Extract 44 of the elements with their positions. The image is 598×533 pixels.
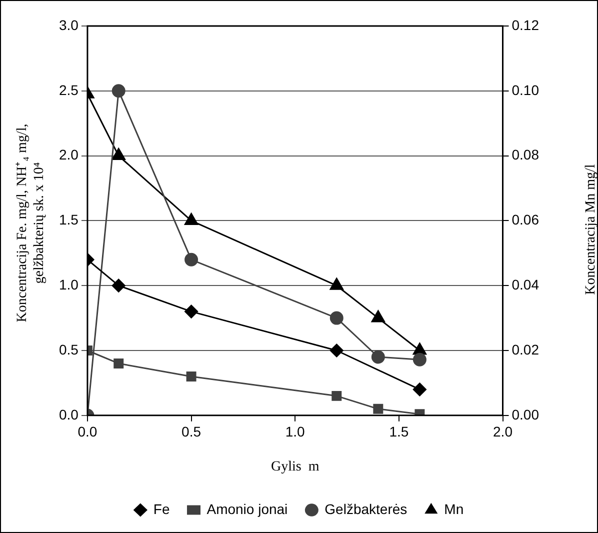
point: [412, 382, 426, 396]
legend-label: Gelžbakterės: [324, 500, 408, 517]
point: [184, 212, 198, 225]
point: [330, 344, 344, 358]
point: [412, 352, 426, 366]
point: [330, 278, 344, 290]
x-tick-label: 1.0: [285, 424, 306, 440]
point: [112, 278, 126, 292]
y-tick-label: 3.0: [58, 16, 79, 33]
y-tick-label: 1.5: [58, 212, 79, 228]
y2-tick-label: 0.08: [512, 146, 540, 163]
x-tick-label: 1.5: [389, 424, 409, 440]
x-tick-label: 0.5: [182, 424, 202, 440]
point: [371, 350, 385, 364]
y-tick-label: 2.0: [58, 146, 79, 163]
x-tick-label: 0.0: [78, 424, 98, 440]
legend-label: Fe: [153, 500, 170, 517]
y2-axis-title: Koncentracija Mn mg/l: [582, 163, 598, 297]
point: [332, 390, 342, 401]
y-tick-label: 2.5: [58, 82, 79, 98]
point: [184, 252, 198, 266]
y-tick-label: 0.0: [58, 406, 79, 422]
point: [412, 342, 427, 355]
y-tick-label: 1.0: [58, 276, 79, 292]
y2-tick-label: 0.02: [512, 341, 540, 358]
y2-tick-label: 0.12: [512, 16, 540, 33]
point: [186, 371, 196, 382]
x-tick-label: 2.0: [493, 424, 513, 440]
point: [114, 358, 124, 368]
legend-label: Mn: [444, 500, 464, 517]
y-axis-title: Koncentracija Fe. mg/l, NH⁺₄ mg/l, gelžbakterių sk. x 10⁴: [14, 122, 48, 324]
point: [112, 148, 126, 160]
point: [330, 311, 344, 325]
y2-tick-label: 0.00: [512, 406, 540, 422]
point: [184, 304, 198, 318]
y2-tick-label: 0.06: [512, 212, 540, 228]
point: [112, 84, 126, 98]
point: [373, 404, 384, 414]
y-tick-label: 0.5: [58, 341, 79, 358]
y2-tick-label: 0.10: [512, 82, 540, 98]
x-axis-title: Gylis m: [270, 459, 320, 474]
legend-label: Amonio jonai: [206, 500, 288, 517]
point: [371, 310, 385, 322]
y2-tick-label: 0.04: [512, 276, 540, 292]
